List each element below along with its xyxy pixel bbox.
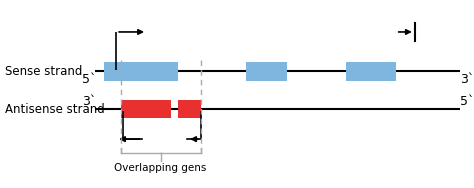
Bar — [246, 62, 287, 81]
Bar — [121, 100, 171, 118]
Text: Sense strand: Sense strand — [5, 65, 82, 78]
Bar — [178, 100, 201, 118]
Text: 3`: 3` — [82, 95, 96, 108]
Bar — [346, 62, 396, 81]
Text: Overlapping gens: Overlapping gens — [115, 163, 207, 173]
Text: 3`: 3` — [460, 73, 474, 86]
Text: 5`: 5` — [82, 73, 96, 86]
Text: Antisense strand: Antisense strand — [5, 102, 104, 116]
Bar — [104, 62, 178, 81]
Text: 5`: 5` — [460, 95, 474, 108]
